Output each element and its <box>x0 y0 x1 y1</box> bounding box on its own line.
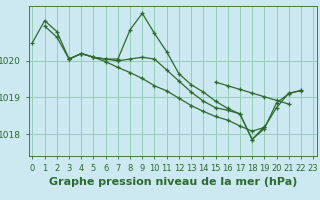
X-axis label: Graphe pression niveau de la mer (hPa): Graphe pression niveau de la mer (hPa) <box>49 177 297 187</box>
